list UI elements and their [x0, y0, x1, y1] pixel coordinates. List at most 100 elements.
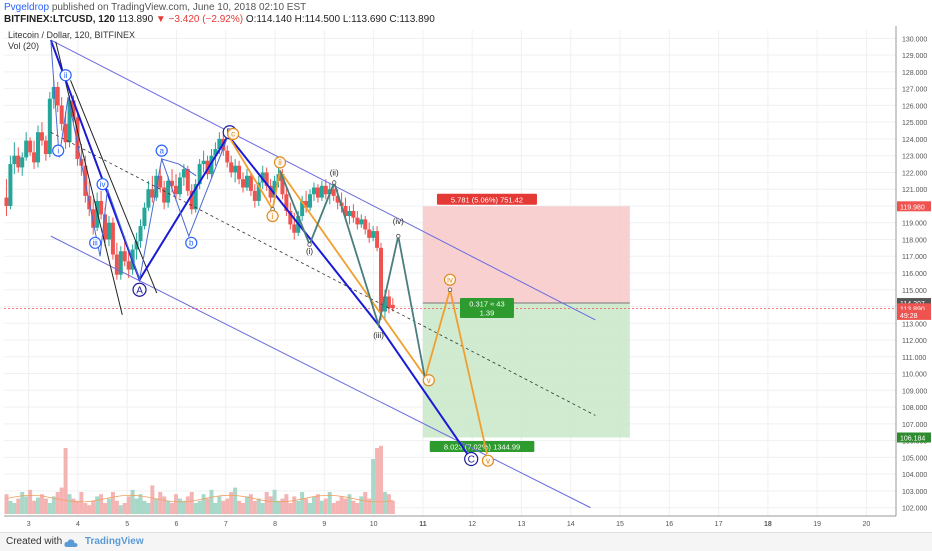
candle-body [355, 217, 360, 225]
candle-body [126, 261, 131, 270]
candle-body [363, 219, 368, 230]
ratio-label: 0.317 ≈ 43 [469, 300, 504, 309]
wave-label: v [486, 456, 490, 465]
candle-body [308, 194, 313, 208]
wave-label-circle [89, 236, 102, 249]
candle-body [319, 185, 324, 198]
y-tick-label: 128.000 [902, 70, 927, 77]
volume-bar [331, 503, 336, 514]
x-tick-label: 19 [813, 521, 821, 528]
x-tick-label: 15 [616, 521, 624, 528]
volume-bar [347, 494, 352, 514]
volume-bar [122, 503, 127, 514]
candle-body [177, 177, 182, 195]
volume-bar [150, 485, 155, 514]
volume-bar [260, 503, 265, 514]
candle-body [162, 187, 167, 203]
candle-body [382, 296, 387, 312]
volume-bar [284, 494, 289, 514]
legend-volume: Vol (20) [8, 41, 39, 51]
candle-body [371, 231, 376, 238]
volume-bar [63, 448, 68, 514]
candle-body [189, 190, 194, 210]
anchor-dot [307, 242, 312, 247]
candle-body [359, 219, 364, 225]
wave-label: A [136, 285, 143, 296]
candle-body [284, 194, 289, 211]
y-tick-label: 121.000 [902, 187, 927, 194]
volume-bar [114, 500, 119, 514]
candle-body [36, 132, 41, 163]
candle-body [272, 180, 277, 198]
candle-body [268, 185, 273, 198]
candle-body [63, 123, 68, 143]
candle-body [331, 189, 336, 196]
candle-body [201, 160, 206, 165]
ratio-label-bg [459, 298, 514, 319]
published-line: Pvgeldrop published on TradingView.com, … [4, 2, 306, 13]
candle-body [248, 175, 253, 191]
candle-body [95, 200, 100, 228]
volume-bar [173, 494, 178, 514]
volume-bar [55, 492, 60, 514]
tradingview-logo[interactable]: TradingView [84, 536, 144, 547]
volume-bar [390, 500, 395, 514]
price-chart[interactable]: 5.781 (5.06%) 751.42 0.317 ≈ 431.39 8.023 … [0, 26, 932, 532]
wave-label: a [159, 146, 164, 155]
candle-body [280, 174, 285, 195]
y-tick-label: 102.000 [902, 506, 927, 513]
price-tag-bg [897, 201, 931, 212]
volume-bar [47, 503, 52, 514]
candle-body [32, 152, 37, 163]
wave-label-circle [52, 144, 65, 157]
volume-bar [213, 503, 218, 514]
y-tick-label: 123.000 [902, 154, 927, 161]
price-tag-bg [897, 432, 931, 443]
volume-bar [130, 489, 135, 514]
wave-label: b [189, 239, 194, 248]
volume-bar [51, 496, 56, 514]
wave-label-circle [422, 374, 435, 387]
candle-body [304, 200, 309, 208]
volume-bar [201, 494, 206, 514]
candle-body [335, 195, 340, 203]
candle-body [264, 172, 269, 186]
candle-body [91, 209, 96, 228]
volume-bar [375, 448, 380, 514]
stop-label: 5.781 (5.06%) 751.42 [451, 195, 523, 204]
wave-label: i [57, 146, 59, 155]
volume-bar [343, 498, 348, 514]
candle-body [379, 247, 384, 312]
candle-body [213, 148, 218, 156]
candle-body [375, 231, 380, 248]
volume-bar [244, 496, 249, 514]
last-price: 113.890 [117, 14, 154, 25]
wave-label: c [231, 130, 235, 139]
high-value: H:114.500 [294, 14, 341, 25]
candle-body [181, 169, 186, 178]
candle-body [51, 86, 56, 99]
position-zones: 5.781 (5.06%) 751.42 0.317 ≈ 431.39 8.023 … [4, 193, 896, 453]
candle-body [142, 207, 147, 227]
x-tick-label: 16 [665, 521, 673, 528]
author-link[interactable]: Pvgeldrop [4, 2, 50, 13]
wave-label: (i) [306, 247, 313, 256]
wave-label: ii [278, 158, 282, 167]
wave-label: (iii) [373, 331, 384, 340]
candle-body [244, 175, 249, 188]
candle-body [106, 222, 111, 240]
volume-bar [79, 492, 84, 514]
channel-upper [50, 39, 596, 321]
y-tick-label: 113.000 [902, 321, 927, 328]
volume-bar [308, 503, 313, 514]
y-tick-label: 110.000 [902, 372, 927, 379]
sub-wave-blue [50, 40, 229, 282]
candle-body [256, 182, 261, 201]
x-tick-label: 18 [764, 521, 772, 528]
candle-body [114, 254, 119, 275]
volume-bar [110, 492, 115, 514]
take-profit-zone [422, 303, 630, 438]
x-tick-label: 9 [322, 521, 326, 528]
candle-body [55, 86, 60, 106]
volume-bar [237, 500, 242, 514]
